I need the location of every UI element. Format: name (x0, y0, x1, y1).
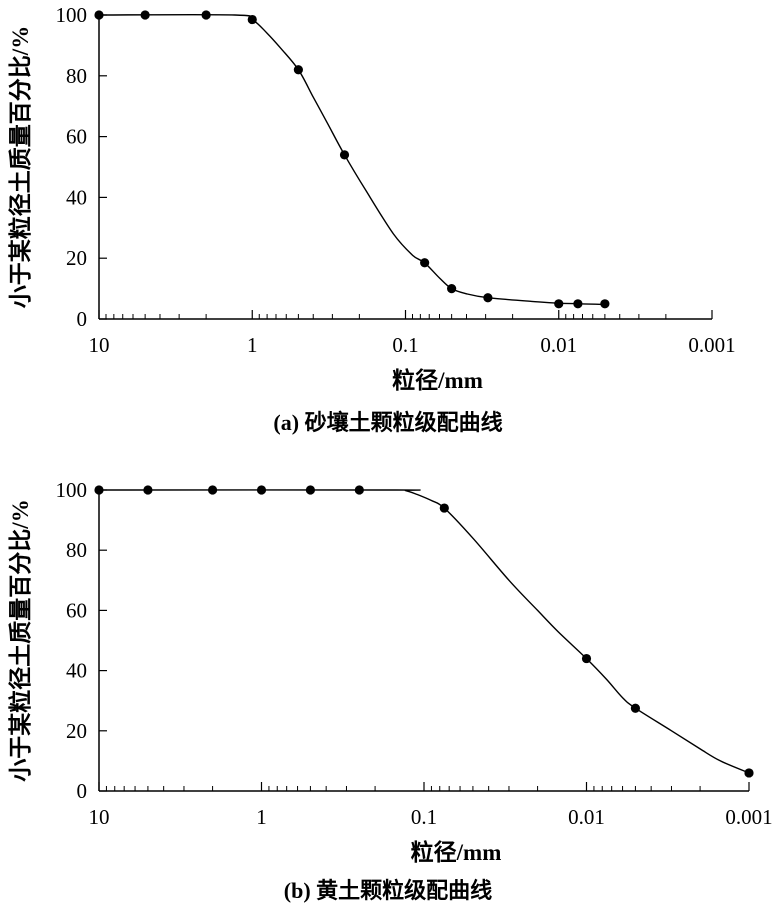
y-tick-label: 40 (66, 185, 87, 209)
x-axis-label: 粒径/mm (392, 367, 483, 393)
x-tick-label: 0.01 (540, 333, 577, 357)
y-axis-label: 小于某粒径土质量百分比/% (7, 26, 33, 308)
data-point (256, 485, 267, 495)
data-point (581, 653, 592, 664)
data-point (447, 284, 457, 294)
chart-caption: (b) 黄土颗粒级配曲线 (284, 878, 492, 903)
data-point (354, 485, 364, 495)
chart-panel-b: 10 1 0.1 0.01 0.001 0 20 40 60 80 100 粒径/mm 小于某粒径土质量… (7, 478, 773, 903)
data-point (439, 503, 449, 513)
x-tick-label: 0.1 (392, 333, 418, 357)
y-tick-label: 40 (66, 659, 87, 683)
data-point (207, 485, 218, 495)
data-point (140, 10, 150, 20)
data-point (143, 485, 153, 495)
x-tick-label: 1 (247, 333, 258, 357)
data-point (247, 14, 257, 25)
x-tick-label: 10 (89, 333, 110, 357)
gradation-curve (98, 13, 605, 306)
y-tick-label: 60 (66, 598, 87, 622)
y-tick-label: 80 (66, 64, 87, 88)
y-tick-label: 60 (66, 125, 87, 149)
data-point (744, 768, 754, 778)
y-tick-label: 0 (77, 307, 88, 331)
x-axis-label: 粒径/mm (411, 839, 502, 865)
data-point (630, 703, 641, 713)
x-tick-label: 0.001 (725, 805, 772, 829)
data-point (420, 258, 430, 268)
x-tick-label: 1 (256, 805, 267, 829)
x-tick-label: 0.01 (568, 805, 605, 829)
data-point (201, 10, 211, 20)
y-tick-label: 100 (56, 3, 88, 27)
data-point (339, 150, 350, 160)
gradation-curve (98, 489, 750, 774)
data-point (94, 10, 104, 20)
chart-caption: (a) 砂壤土颗粒级配曲线 (273, 410, 502, 435)
y-tick-label: 100 (56, 478, 88, 502)
y-tick-label: 20 (66, 246, 87, 270)
data-point (573, 299, 583, 309)
y-tick-label: 80 (66, 538, 87, 562)
y-axis-label: 小于某粒径土质量百分比/% (7, 499, 33, 781)
data-point (483, 293, 493, 303)
data-point (305, 485, 316, 495)
data-point (94, 485, 104, 495)
y-tick-label: 0 (77, 779, 88, 803)
y-tick-label: 20 (66, 719, 87, 743)
x-tick-label: 0.1 (411, 805, 437, 829)
data-point (600, 299, 610, 309)
chart-panel-a: 10 1 0.1 0.01 0.001 0 20 40 60 80 100 粒径/mm 小于某粒径土质量… (7, 3, 736, 435)
data-point (293, 65, 303, 75)
x-tick-label: 10 (89, 805, 110, 829)
x-tick-label: 0.001 (688, 333, 735, 357)
data-point (554, 299, 564, 309)
